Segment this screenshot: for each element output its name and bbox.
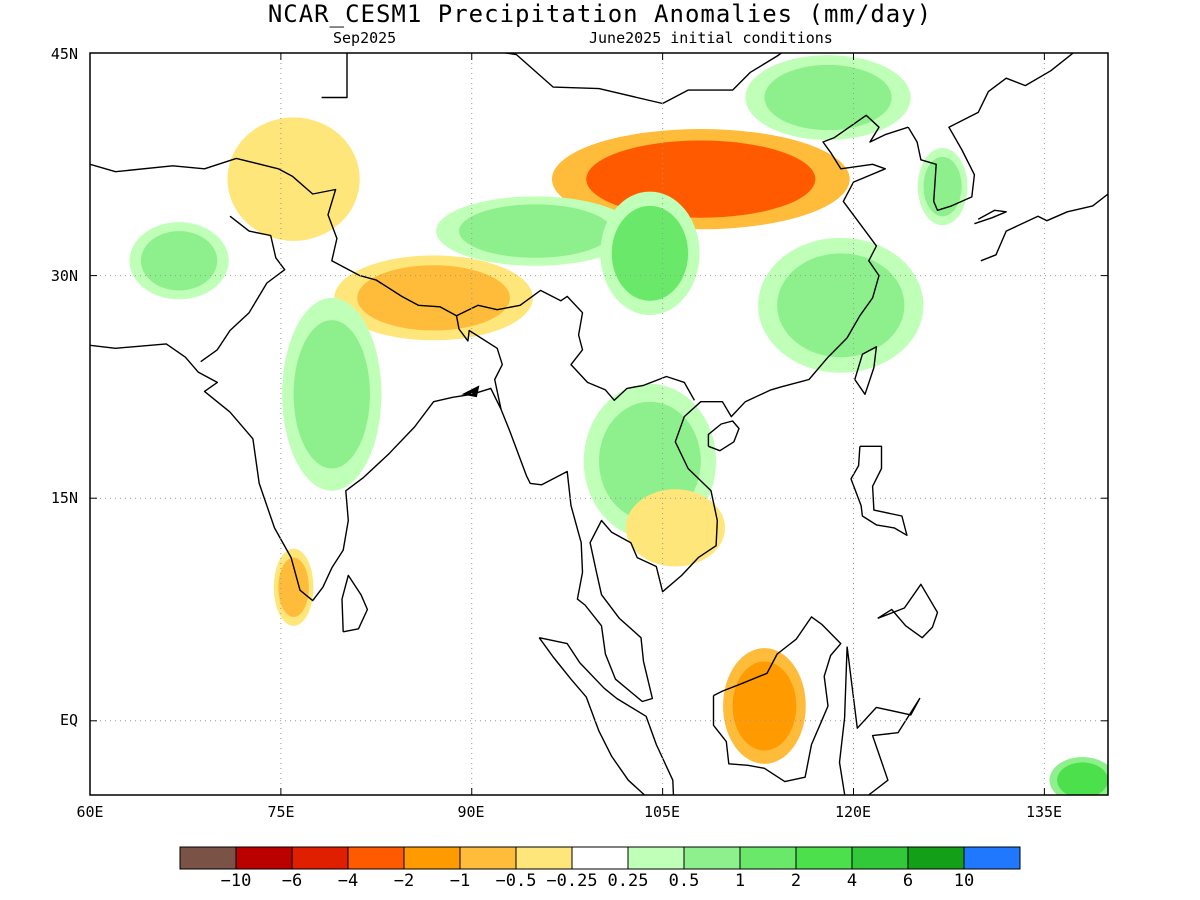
colorbar-swatch — [571, 846, 629, 870]
anomaly-region — [282, 297, 382, 491]
map-frame — [89, 52, 1109, 796]
forecast-month: Sep2025 — [333, 29, 397, 47]
lon-tick-75e: 75E — [267, 803, 295, 821]
lon-tick-120e: 120E — [834, 803, 872, 821]
coastline-segment — [341, 574, 369, 633]
colorbar-label: −0.5 — [495, 871, 537, 891]
colorbar-swatch — [851, 846, 909, 870]
coastline-segment — [980, 193, 1108, 262]
anomaly-region — [273, 548, 314, 626]
colorbar-swatch — [403, 846, 461, 870]
coastlines-and-borders — [90, 53, 1108, 795]
colorbar-label: −2 — [393, 871, 415, 891]
coastline-segment — [877, 583, 939, 639]
anomaly-region — [227, 117, 360, 241]
coastline-segment — [907, 53, 1075, 211]
colorbar-label: 10 — [953, 871, 975, 891]
colorbar-swatch — [179, 846, 237, 870]
colorbar-label: 0.25 — [607, 871, 649, 891]
lon-tick-60e: 60E — [76, 803, 104, 821]
colorbar-label: 2 — [790, 871, 802, 891]
coastline-segment — [500, 53, 783, 105]
lon-tick-90e: 90E — [457, 803, 485, 821]
lat-tick-45n: 45N — [50, 45, 78, 63]
colorbar-swatch — [683, 846, 741, 870]
colorbar-label: −4 — [337, 871, 359, 891]
chart-title: NCAR_CESM1 Precipitation Anomalies (mm/d… — [267, 0, 933, 28]
colorbar-swatch — [515, 846, 573, 870]
coastline-segment — [838, 646, 921, 795]
anomaly-region — [1049, 757, 1108, 795]
colorbar-swatch — [963, 846, 1021, 870]
anomaly-region — [745, 55, 911, 140]
initial-conditions-label: June2025 initial conditions — [589, 29, 833, 47]
coastline-segment — [455, 315, 503, 410]
colorbar-label: −0.25 — [546, 871, 598, 891]
colorbar-label: 6 — [902, 871, 914, 891]
anomaly-region — [436, 196, 635, 266]
anomaly-region — [723, 648, 806, 764]
coastline-segment — [707, 420, 740, 452]
colorbar-swatch — [235, 846, 293, 870]
colorbar-swatch — [739, 846, 797, 870]
lon-tick-135e: 135E — [1025, 803, 1063, 821]
coastline-segment — [538, 637, 675, 795]
anomaly-region — [917, 147, 968, 226]
colorbar-label: 1 — [734, 871, 746, 891]
coastline-segment — [850, 445, 908, 536]
anomaly-region — [600, 191, 700, 316]
anomaly-region — [129, 222, 229, 300]
colorbar-label: 4 — [846, 871, 858, 891]
coastline-segment — [974, 209, 1007, 225]
coastline-segment — [200, 215, 286, 363]
anomaly-region — [758, 237, 924, 373]
anomaly-shading — [129, 55, 1108, 795]
colorbar-swatch — [627, 846, 685, 870]
coastline-segment — [321, 53, 352, 99]
lat-tick-15n: 15N — [50, 489, 78, 507]
lon-tick-105e: 105E — [643, 803, 681, 821]
colorbar-swatch — [291, 846, 349, 870]
colorbar-swatch — [907, 846, 965, 870]
coastline-segment — [90, 114, 909, 703]
anomaly-region — [625, 489, 725, 567]
coastline-segment — [712, 616, 842, 783]
colorbar-label: −1 — [449, 871, 471, 891]
lat-tick-30n: 30N — [50, 267, 78, 285]
colorbar-label: 0.5 — [668, 871, 700, 891]
coastline-segment — [854, 346, 878, 395]
colorbar-swatch — [347, 846, 405, 870]
colorbar-label: −6 — [281, 871, 303, 891]
colorbar-swatch — [795, 846, 853, 870]
ganges-delta — [461, 385, 480, 398]
anomaly-region — [334, 255, 533, 341]
colorbar-label: −10 — [220, 871, 252, 891]
lat-tick-eq: EQ — [59, 711, 78, 729]
colorbar — [179, 846, 1021, 870]
coastline-segment — [90, 157, 696, 401]
colorbar-swatch — [459, 846, 517, 870]
